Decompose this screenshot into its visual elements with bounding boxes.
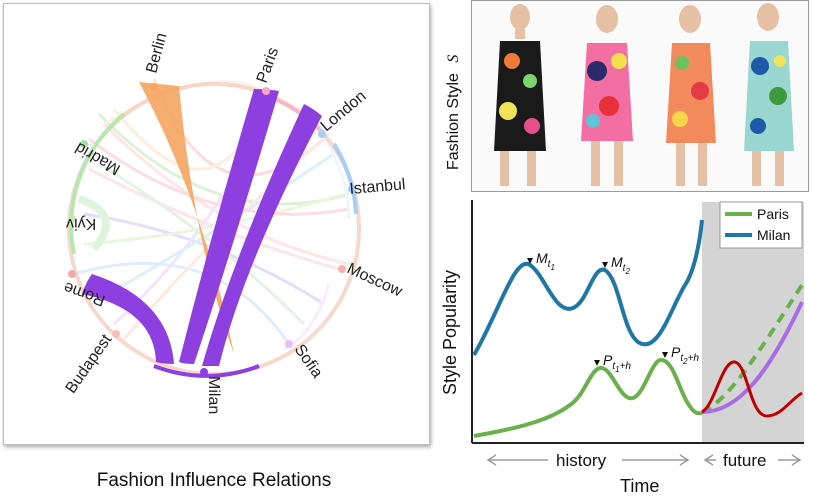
dress-image-4: [744, 3, 794, 186]
fashion-style-images: [471, 0, 809, 192]
legend-label-milan: Milan: [757, 227, 790, 243]
chord-diagram-panel: Berlin Paris London Istanbul Moscow Sofi…: [3, 3, 430, 445]
y-axis-label: Style Popularity: [440, 270, 460, 395]
milan-curve: [472, 219, 704, 357]
history-label: history: [556, 451, 607, 470]
fashion-style-label: Fashion Style S: [440, 20, 464, 180]
future-red-curve: [701, 360, 803, 418]
future-paris-dashed: [701, 283, 804, 414]
city-label-moscow: Moscow: [344, 260, 405, 300]
dress-image-1: [494, 4, 546, 186]
fashion-style-text: Fashion Style: [445, 73, 462, 170]
legend-box: [719, 201, 803, 249]
dress-illustrations: [494, 3, 794, 186]
fashion-style-symbol: S: [445, 55, 462, 63]
future-lavender-curve: [701, 301, 804, 414]
annotation-p2: Pt2+h: [671, 344, 699, 366]
dress-image-2: [581, 5, 633, 186]
style-popularity-plot: Style Popularity Mt1 Mt2 Pt1+h Pt2+h Par…: [440, 200, 804, 470]
chord-diagram: Berlin Paris London Istanbul Moscow Sofi…: [61, 31, 406, 414]
paris-curve: [473, 358, 704, 438]
legend-label-paris: Paris: [757, 206, 789, 222]
left-caption: Fashion Influence Relations: [96, 470, 332, 491]
city-label-paris: Paris: [254, 45, 282, 85]
city-label-london: London: [318, 88, 370, 135]
future-label: future: [723, 451, 766, 470]
city-label-kyiv: Kyiv: [66, 215, 96, 232]
dress-image-3: [666, 5, 716, 186]
city-label-istanbul: Istanbul: [349, 176, 406, 198]
annotation-m2: Mt2: [611, 254, 630, 276]
annotation-m1: Mt1: [536, 250, 555, 272]
city-label-milan: Milan: [205, 376, 222, 414]
city-label-sofia: Sofia: [291, 342, 326, 382]
svg-text:Fashion Style S: Fashion Style S: [445, 55, 462, 170]
city-label-berlin: Berlin: [143, 31, 170, 75]
annotation-p1: Pt1+h: [603, 352, 631, 374]
x-axis-label: Time: [620, 476, 660, 496]
city-label-budapest: Budapest: [63, 331, 116, 397]
